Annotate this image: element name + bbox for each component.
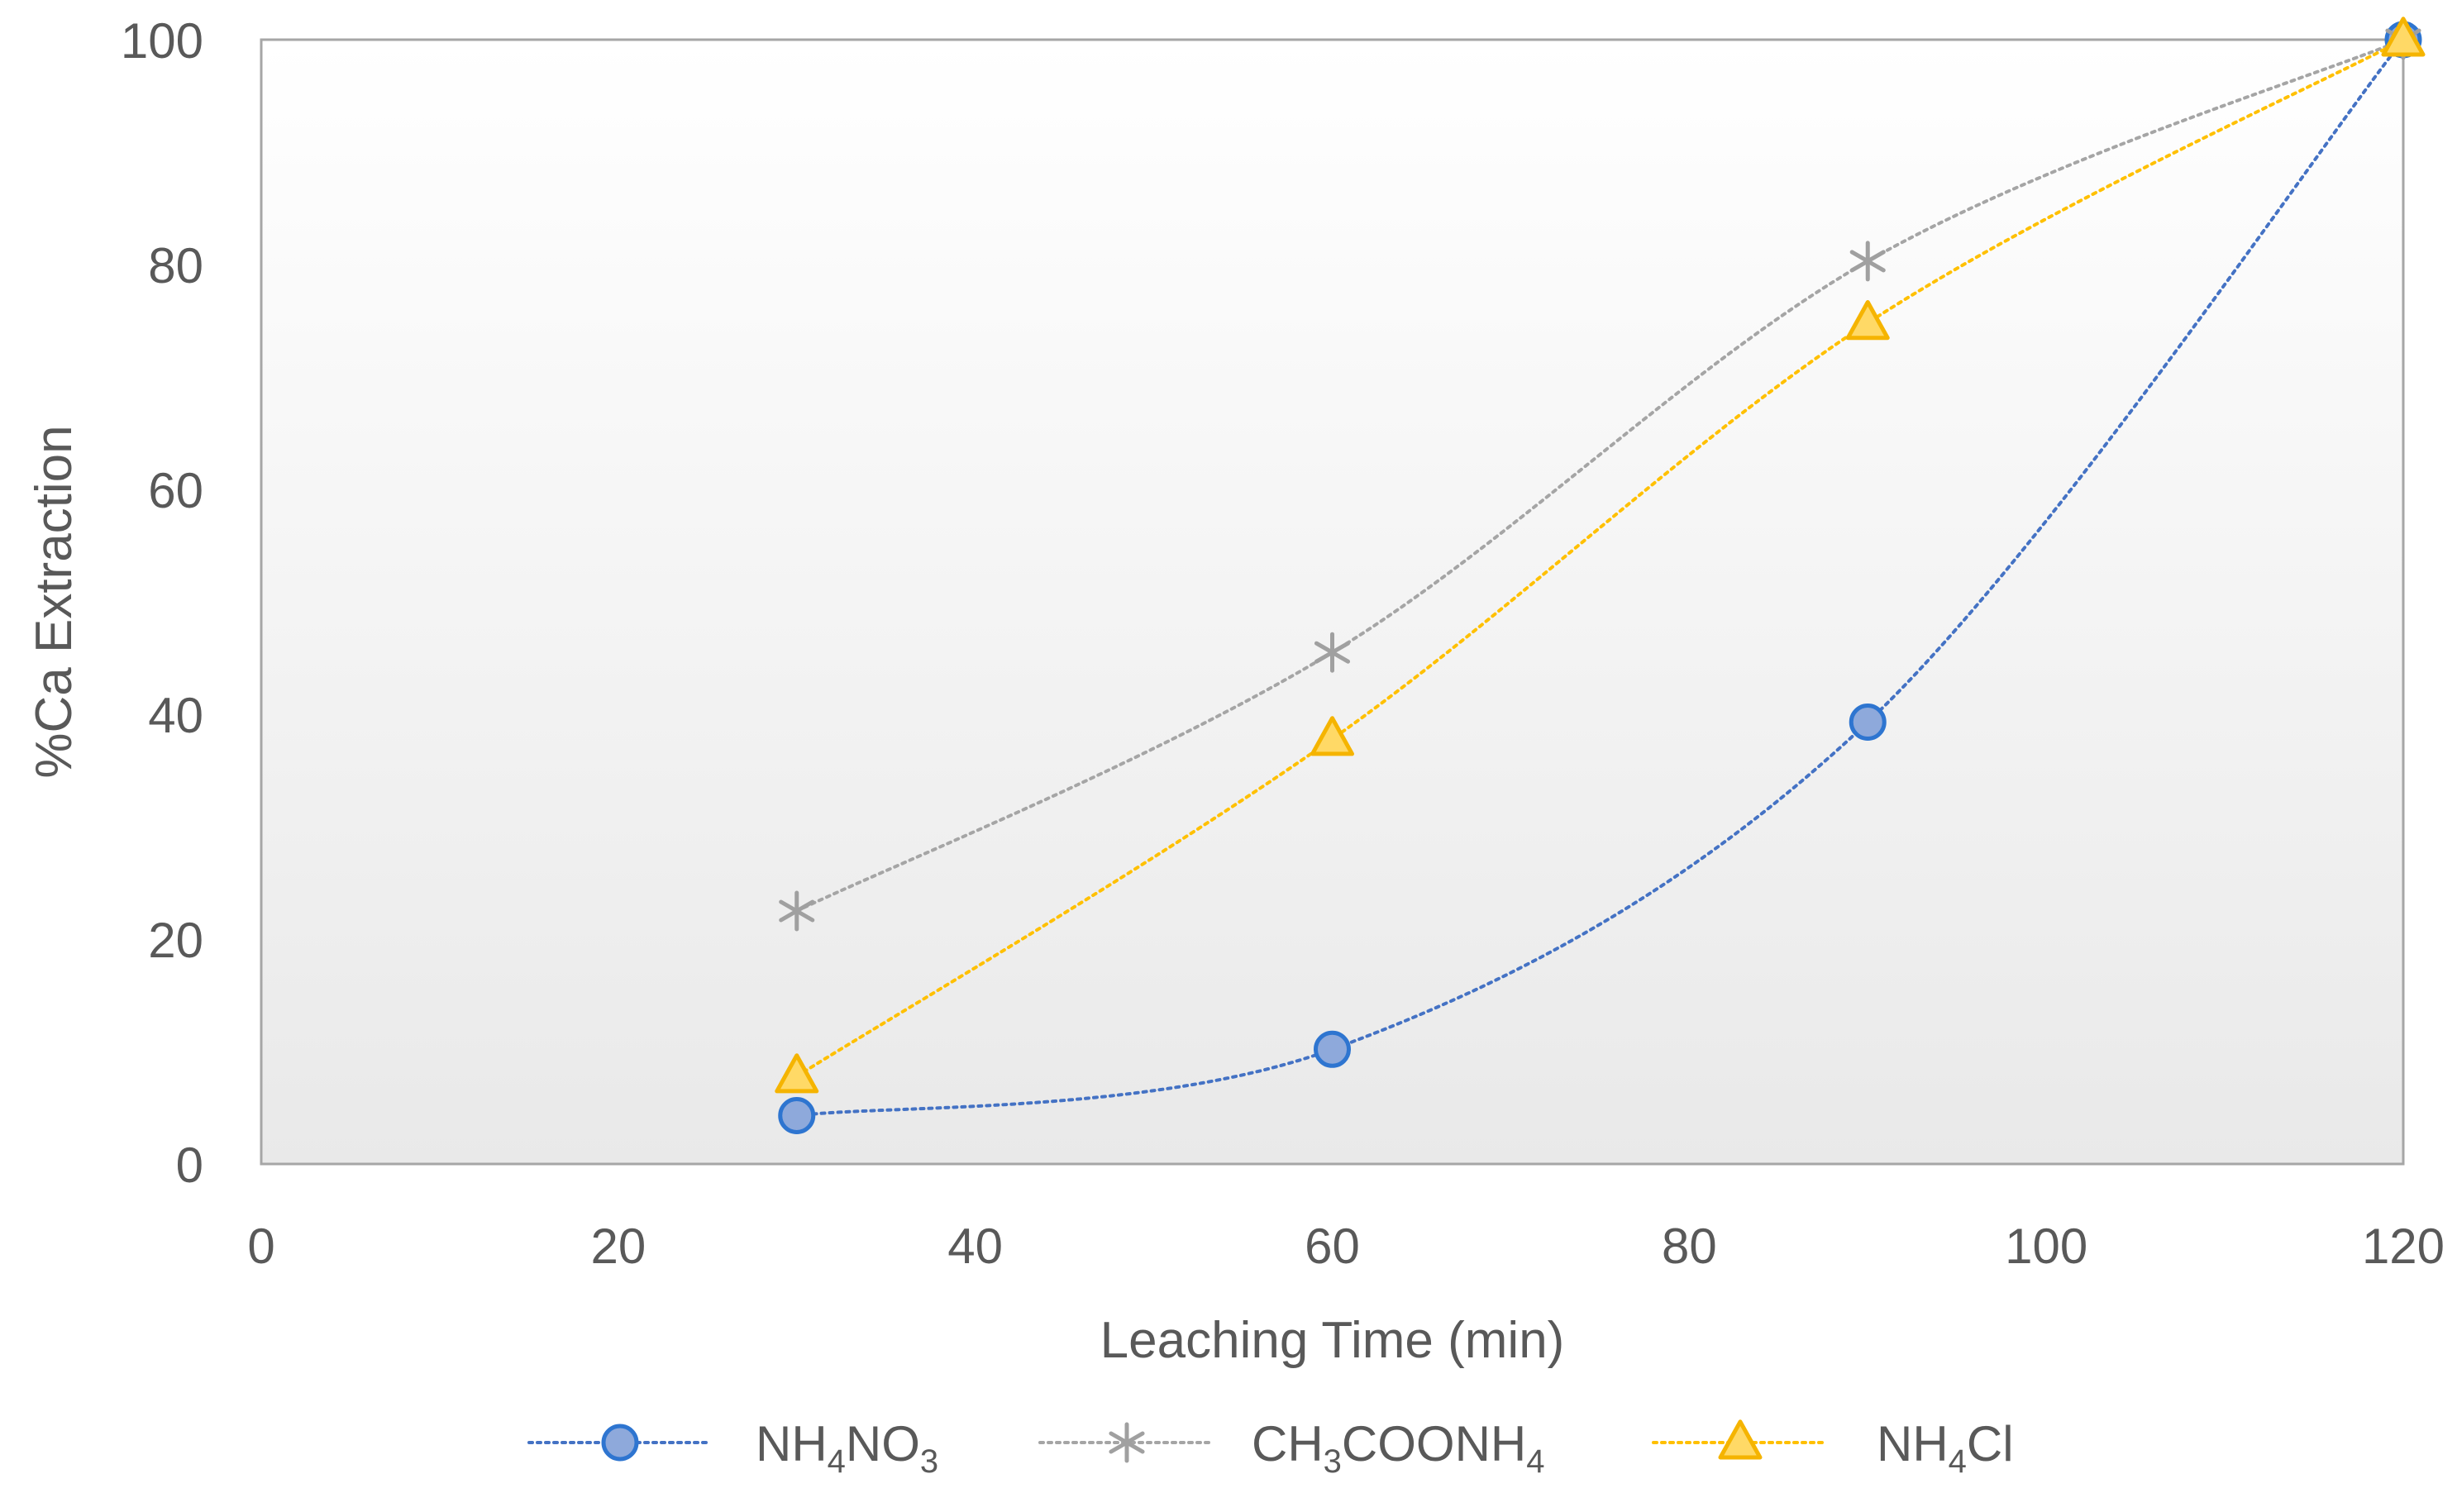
y-tick-label: 100 <box>121 13 203 69</box>
data-point-0-1 <box>1314 1030 1351 1068</box>
y-tick-label: 60 <box>148 463 203 518</box>
data-point-1-2 <box>1849 241 1886 282</box>
legend-label: NH4Cl <box>1877 1416 2014 1480</box>
x-axis-title: Leaching Time (min) <box>1100 1312 1565 1369</box>
y-axis-title: %Ca Extraction <box>26 425 83 778</box>
y-tick-label: 20 <box>148 913 203 968</box>
legend-marker <box>601 1424 639 1462</box>
data-point-0-0 <box>778 1097 816 1135</box>
x-tick-label: 80 <box>1662 1219 1717 1274</box>
y-tick-label: 0 <box>176 1138 203 1193</box>
y-tick-label: 80 <box>148 238 203 293</box>
series-line-1 <box>794 38 2405 913</box>
series-line-2 <box>794 38 2405 1078</box>
x-tick-label: 100 <box>2005 1219 2087 1274</box>
legend-marker <box>1718 1419 1763 1460</box>
data-point-2-1 <box>1310 716 1354 756</box>
data-point-2-0 <box>775 1053 819 1094</box>
plot-area <box>260 38 2405 1166</box>
x-tick-label: 60 <box>1305 1219 1360 1274</box>
data-point-2-2 <box>1845 300 1890 341</box>
legend-item-0: NH4NO3 <box>527 1416 938 1480</box>
series-line-0 <box>794 38 2405 1118</box>
x-tick-label: 40 <box>947 1219 1003 1274</box>
data-point-0-2 <box>1849 704 1887 742</box>
x-tick-label: 20 <box>590 1219 646 1274</box>
data-point-2-3 <box>2381 17 2426 57</box>
legend-item-2: NH4Cl <box>1652 1416 2014 1480</box>
data-point-1-1 <box>1314 632 1351 673</box>
x-tick-label: 0 <box>247 1219 274 1274</box>
legend-item-1: CH3COONH4 <box>1038 1416 1545 1480</box>
legend-label: NH4NO3 <box>756 1416 938 1480</box>
legend-marker <box>1109 1422 1145 1463</box>
legend-label: CH3COONH4 <box>1252 1416 1545 1480</box>
x-tick-label: 120 <box>2362 1219 2445 1274</box>
y-tick-label: 40 <box>148 688 203 743</box>
data-point-1-0 <box>779 890 815 932</box>
